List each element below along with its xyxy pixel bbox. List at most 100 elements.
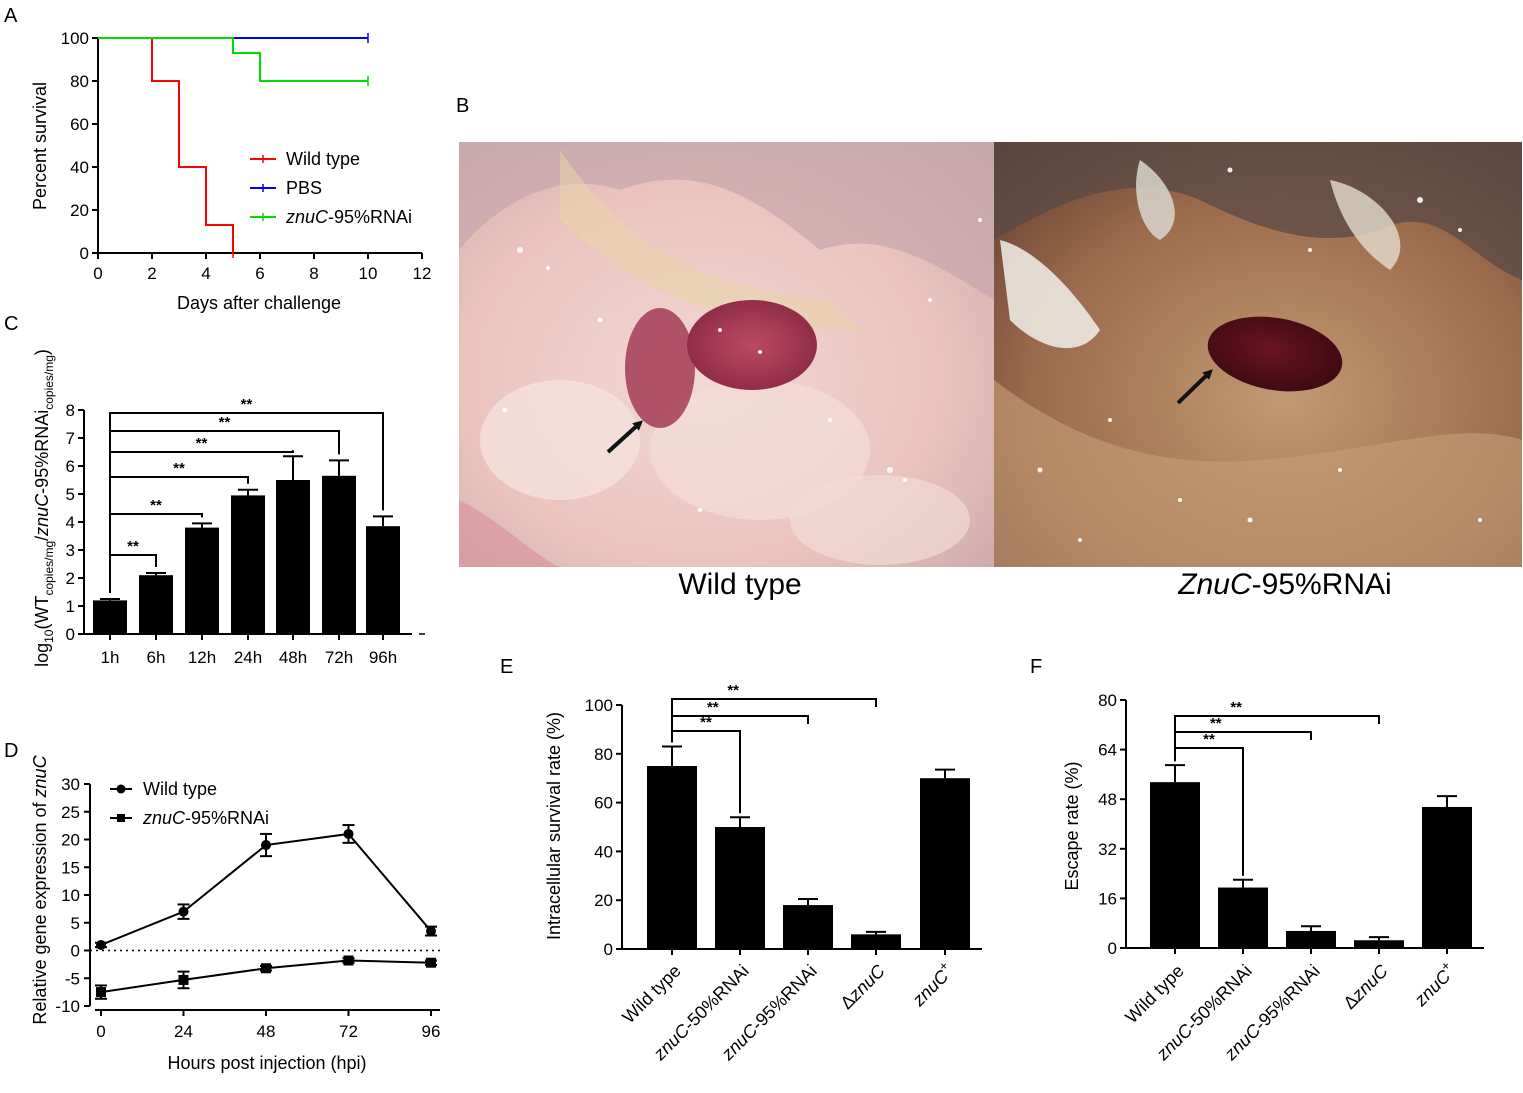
x-tick-label: 2 (147, 264, 156, 283)
significance-label: ** (219, 414, 231, 431)
x-category-label: Wild type (1121, 961, 1187, 1027)
x-tick-label: 12h (188, 648, 216, 667)
legend-marker-circle (116, 784, 126, 794)
x-tick-label: 12 (413, 264, 432, 283)
y-tick-label: 10 (61, 886, 80, 905)
y-tick-label: 100 (61, 29, 89, 48)
survival-legend: Wild type PBS znuC-95%RNAi (250, 149, 412, 227)
data-point-square (96, 987, 106, 998)
y-tick-label: 100 (585, 696, 613, 715)
y-tick-label: 3 (66, 541, 75, 560)
expression-chart: -10 -5 0 5 10 15 20 25 30 0 24 48 72 96 Wild type znu… (30, 754, 440, 1073)
panel-letter-d: D (4, 740, 18, 762)
y-tick-label: 32 (1098, 840, 1117, 859)
bar (715, 827, 765, 949)
y-tick-label: 0 (66, 625, 75, 644)
survival-chart: 0 2 4 6 8 10 12 0 20 40 60 80 100 Wild type PBS znuC… (30, 29, 431, 313)
photo-caption-wild-type: Wild type (678, 568, 801, 601)
bar (1422, 806, 1472, 948)
bar (920, 778, 970, 949)
escape-rate-significance: ****** (1174, 699, 1380, 876)
x-tick-label: 0 (96, 1022, 105, 1041)
data-point-circle (96, 939, 106, 950)
bar (93, 600, 127, 634)
x-category-label: ΔznuC (836, 960, 889, 1013)
escape-rate-y-axis-title: Escape rate (%) (1062, 761, 1082, 890)
significance-label: ** (727, 682, 739, 699)
survival-series (98, 33, 369, 258)
y-tick-label: 40 (70, 158, 89, 177)
significance-label: ** (173, 460, 185, 477)
significance-label: ** (196, 435, 208, 452)
survival-rate-ticks: 0 20 40 60 80 100 (585, 696, 946, 959)
bar (139, 575, 173, 634)
x-tick-label: 72h (325, 648, 353, 667)
x-category-label: znuC+ (905, 958, 958, 1011)
panel-letter-f: F (1030, 656, 1042, 678)
log-ratio-y-axis-title: log10(WTcopies/mg/znuC-95%RNAicopies/mg) (32, 349, 56, 667)
significance-label: ** (1203, 731, 1215, 748)
y-tick-label: 5 (66, 485, 75, 504)
tissue-photos: Wild type ZnuC-95%RNAi (459, 142, 1522, 601)
y-tick-label: -5 (65, 969, 80, 988)
photo-rnai (994, 142, 1522, 567)
x-tick-label: 8 (309, 264, 318, 283)
photo-caption-rnai: ZnuC-95%RNAi (1177, 568, 1391, 601)
survival-line-2 (98, 37, 368, 82)
legend-label-wild-type: Wild type (286, 149, 360, 169)
bar (231, 495, 265, 634)
x-tick-label: 4 (201, 264, 210, 283)
x-tick-label: 96 (422, 1022, 441, 1041)
significance-label: ** (1230, 699, 1242, 716)
x-tick-label: 6h (147, 648, 166, 667)
expression-ticks: -10 -5 0 5 10 15 20 25 30 0 24 48 72 96 (55, 775, 440, 1041)
x-tick-label: 48h (279, 648, 307, 667)
arrow-icon (1176, 369, 1213, 405)
significance-bracket (671, 698, 877, 743)
bar (366, 526, 400, 634)
data-point-square (426, 957, 436, 968)
survival-ticks: 0 2 4 6 8 10 12 0 20 40 60 80 100 (61, 29, 432, 283)
expression-x-axis-title: Hours post injection (hpi) (167, 1053, 366, 1073)
y-tick-label: 48 (1098, 790, 1117, 809)
log-ratio-significance: ** ** ** ** ** ** (109, 396, 384, 593)
y-tick-label: 64 (1098, 741, 1117, 760)
y-tick-label: 2 (66, 569, 75, 588)
y-tick-label: 25 (61, 803, 80, 822)
y-tick-label: 7 (66, 429, 75, 448)
y-tick-label: 4 (66, 513, 75, 532)
photo-wild-type (459, 142, 994, 567)
expression-legend: Wild type znuC-95%RNAi (110, 779, 269, 828)
significance-label: ** (700, 714, 712, 731)
log-ratio-ticks: 0 1 2 3 4 5 6 7 8 1h 6h 12h 24h 48h 72h 96h (66, 401, 425, 667)
escape-rate-ticks: 0 16 32 48 64 80 (1098, 691, 1448, 958)
y-tick-label: 0 (80, 244, 89, 263)
legend-label-rnai: znuC-95%RNAi (285, 207, 412, 227)
x-tick-label: 72 (339, 1022, 358, 1041)
data-point-square (261, 963, 271, 974)
y-tick-label: 80 (1098, 691, 1117, 710)
significance-bracket (109, 412, 384, 593)
y-tick-label: -10 (55, 997, 80, 1016)
panel-letter-b: B (456, 95, 469, 117)
y-tick-label: 40 (594, 842, 613, 861)
y-tick-label: 1 (66, 597, 75, 616)
y-tick-label: 20 (70, 201, 89, 220)
y-tick-label: 80 (594, 745, 613, 764)
y-tick-label: 6 (66, 457, 75, 476)
bar (647, 766, 697, 949)
expression-y-axis-title: Relative gene expression of znuC (30, 754, 50, 1024)
y-tick-label: 60 (594, 794, 613, 813)
significance-label: ** (1210, 715, 1222, 732)
bar (851, 934, 901, 949)
x-tick-label: 24h (234, 648, 262, 667)
bar (1150, 782, 1200, 948)
bar (322, 475, 356, 634)
data-point-square (343, 955, 354, 966)
